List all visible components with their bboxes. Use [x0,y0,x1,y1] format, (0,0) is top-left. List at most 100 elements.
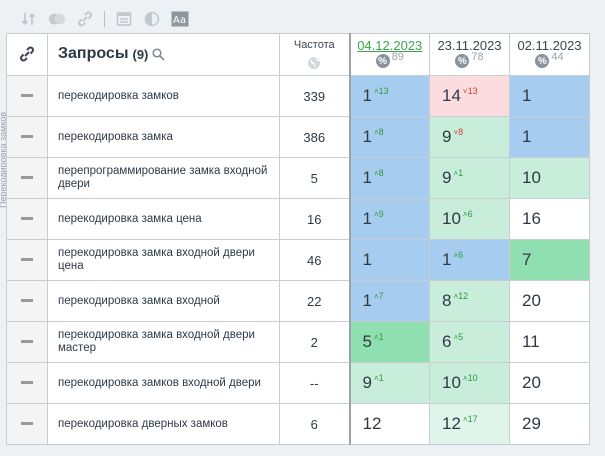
delta-down: ˅8 [453,127,463,137]
table-header-row: Запросы (9) Частота 04.12.2023 % 89 23.11… [6,33,590,76]
position-cell[interactable]: 1 [348,239,430,281]
frequency-value: 46 [279,239,350,281]
header-date-2[interactable]: 23.11.2023 % 78 [429,33,510,76]
globe-icon [308,57,321,69]
minus-icon[interactable] [21,258,33,262]
arrow-up-icon: ˄ [462,210,468,219]
minus-icon[interactable] [21,135,33,139]
frequency-value: 22 [279,280,350,322]
position-cell[interactable]: 1 [509,116,590,158]
table-row[interactable]: перекодировка замков входной двери -- 9 ˄1 1… [6,362,590,404]
minus-icon[interactable] [21,381,33,385]
row-remove-cell[interactable] [6,198,48,240]
position-cell[interactable]: 10 ˄6 [429,198,510,240]
delta-value: 10 [467,373,478,383]
query-text: перекодировка замка входной двери цена [47,239,280,281]
position-cell[interactable]: 1 ˄8 [348,157,430,199]
date-label[interactable]: 04.12.2023 [357,38,423,53]
delta-up: ˄5 [453,332,463,342]
delta-up: ˄7 [374,291,384,301]
row-remove-cell[interactable] [6,321,48,363]
position-cell[interactable]: 8 ˄12 [429,280,510,322]
link-icon[interactable] [76,10,94,28]
contrast-icon[interactable] [143,10,161,28]
position-cell[interactable]: 12 ˄17 [429,403,510,445]
position-cell[interactable]: 16 [509,198,590,240]
header-frequency[interactable]: Частота [279,33,350,76]
position-cell[interactable]: 12 [348,403,430,445]
position-cell[interactable]: 14 ˅13 [429,75,510,117]
position-cell[interactable]: 9 ˄1 [429,157,510,199]
minus-icon[interactable] [21,176,33,180]
delta-value: 1 [458,168,464,178]
font-size-icon[interactable]: Aa [171,10,189,28]
arrow-up-icon: ˄ [373,333,379,342]
position-cell[interactable]: 1 ˄7 [348,280,430,322]
position-cell[interactable]: 10 [509,157,590,199]
minus-icon[interactable] [21,299,33,303]
position-cell[interactable]: 6 ˄5 [429,321,510,363]
position-cell[interactable]: 11 [509,321,590,363]
query-text: перепрограммирование замка входной двери [47,157,280,199]
minus-icon[interactable] [21,340,33,344]
toggle-icon[interactable] [48,10,66,28]
delta-value: 9 [378,209,384,219]
arrow-up-icon: ˄ [462,415,468,424]
position-value: 10 [522,168,541,187]
position-value: 1 [362,168,372,187]
position-value: 1 [362,209,372,228]
date-label[interactable]: 23.11.2023 [437,38,502,53]
minus-icon[interactable] [21,94,33,98]
date-count: 78 [471,51,484,63]
row-remove-cell[interactable] [6,362,48,404]
calendar-icon[interactable] [115,10,133,28]
query-text: перекодировка замка [47,116,280,158]
row-remove-cell[interactable] [6,157,48,199]
position-cell[interactable]: 5 ˄1 [348,321,430,363]
table-row[interactable]: перекодировка замка 386 1 ˄8 9 ˅8 1 [6,116,590,158]
link-icon[interactable] [18,45,36,63]
date-count: 89 [391,51,404,63]
position-value: 1 [442,250,452,269]
minus-icon[interactable] [21,217,33,221]
position-cell[interactable]: 1 ˄13 [348,75,430,117]
position-cell[interactable]: 29 [509,403,590,445]
table-row[interactable]: перекодировка замка цена 16 1 ˄9 10 ˄6 16 [6,198,590,240]
date-label[interactable]: 02.11.2023 [517,38,582,53]
table-row[interactable]: перекодировка замка входной 22 1 ˄7 8 ˄12 20 [6,280,590,322]
delta-up: ˄1 [374,373,384,383]
position-cell[interactable]: 1 ˄9 [348,198,430,240]
header-date-1[interactable]: 04.12.2023 % 89 [348,33,430,76]
percent-icon: % [535,54,550,68]
position-value: 12 [362,414,382,433]
position-value: 7 [522,250,532,269]
position-cell[interactable]: 10 ˄10 [429,362,510,404]
row-remove-cell[interactable] [6,403,48,445]
percent-icon: % [375,54,390,68]
position-cell[interactable]: 20 [509,280,590,322]
header-date-3[interactable]: 02.11.2023 % 44 [509,33,590,76]
table-row[interactable]: перекодировка замка входной двери мастер… [6,321,590,363]
table-row[interactable]: перекодировка замков 339 1 ˄13 14 ˅13 1 [6,75,590,117]
row-remove-cell[interactable] [6,75,48,117]
position-cell[interactable]: 1 ˄6 [429,239,510,281]
position-cell[interactable]: 7 [509,239,590,281]
delta-value: 13 [378,86,389,96]
table-row[interactable]: перепрограммирование замка входной двери… [6,157,590,199]
minus-icon[interactable] [21,422,33,426]
position-cell[interactable]: 9 ˅8 [429,116,510,158]
row-remove-cell[interactable] [6,116,48,158]
row-remove-cell[interactable] [6,239,48,281]
search-icon[interactable] [152,47,165,61]
row-remove-cell[interactable] [6,280,48,322]
position-cell[interactable]: 20 [509,362,590,404]
position-cell[interactable]: 9 ˄1 [348,362,430,404]
position-cell[interactable]: 1 ˄8 [348,116,430,158]
sort-icon[interactable] [20,10,38,28]
delta-up: ˄8 [374,127,384,137]
header-link-cell[interactable] [6,33,48,76]
delta-up: ˄13 [374,86,389,96]
position-cell[interactable]: 1 [509,75,590,117]
table-row[interactable]: перекодировка замка входной двери цена 46… [6,239,590,281]
table-row[interactable]: перекодировка дверных замков 6 12 12 ˄17 29 [6,403,590,445]
